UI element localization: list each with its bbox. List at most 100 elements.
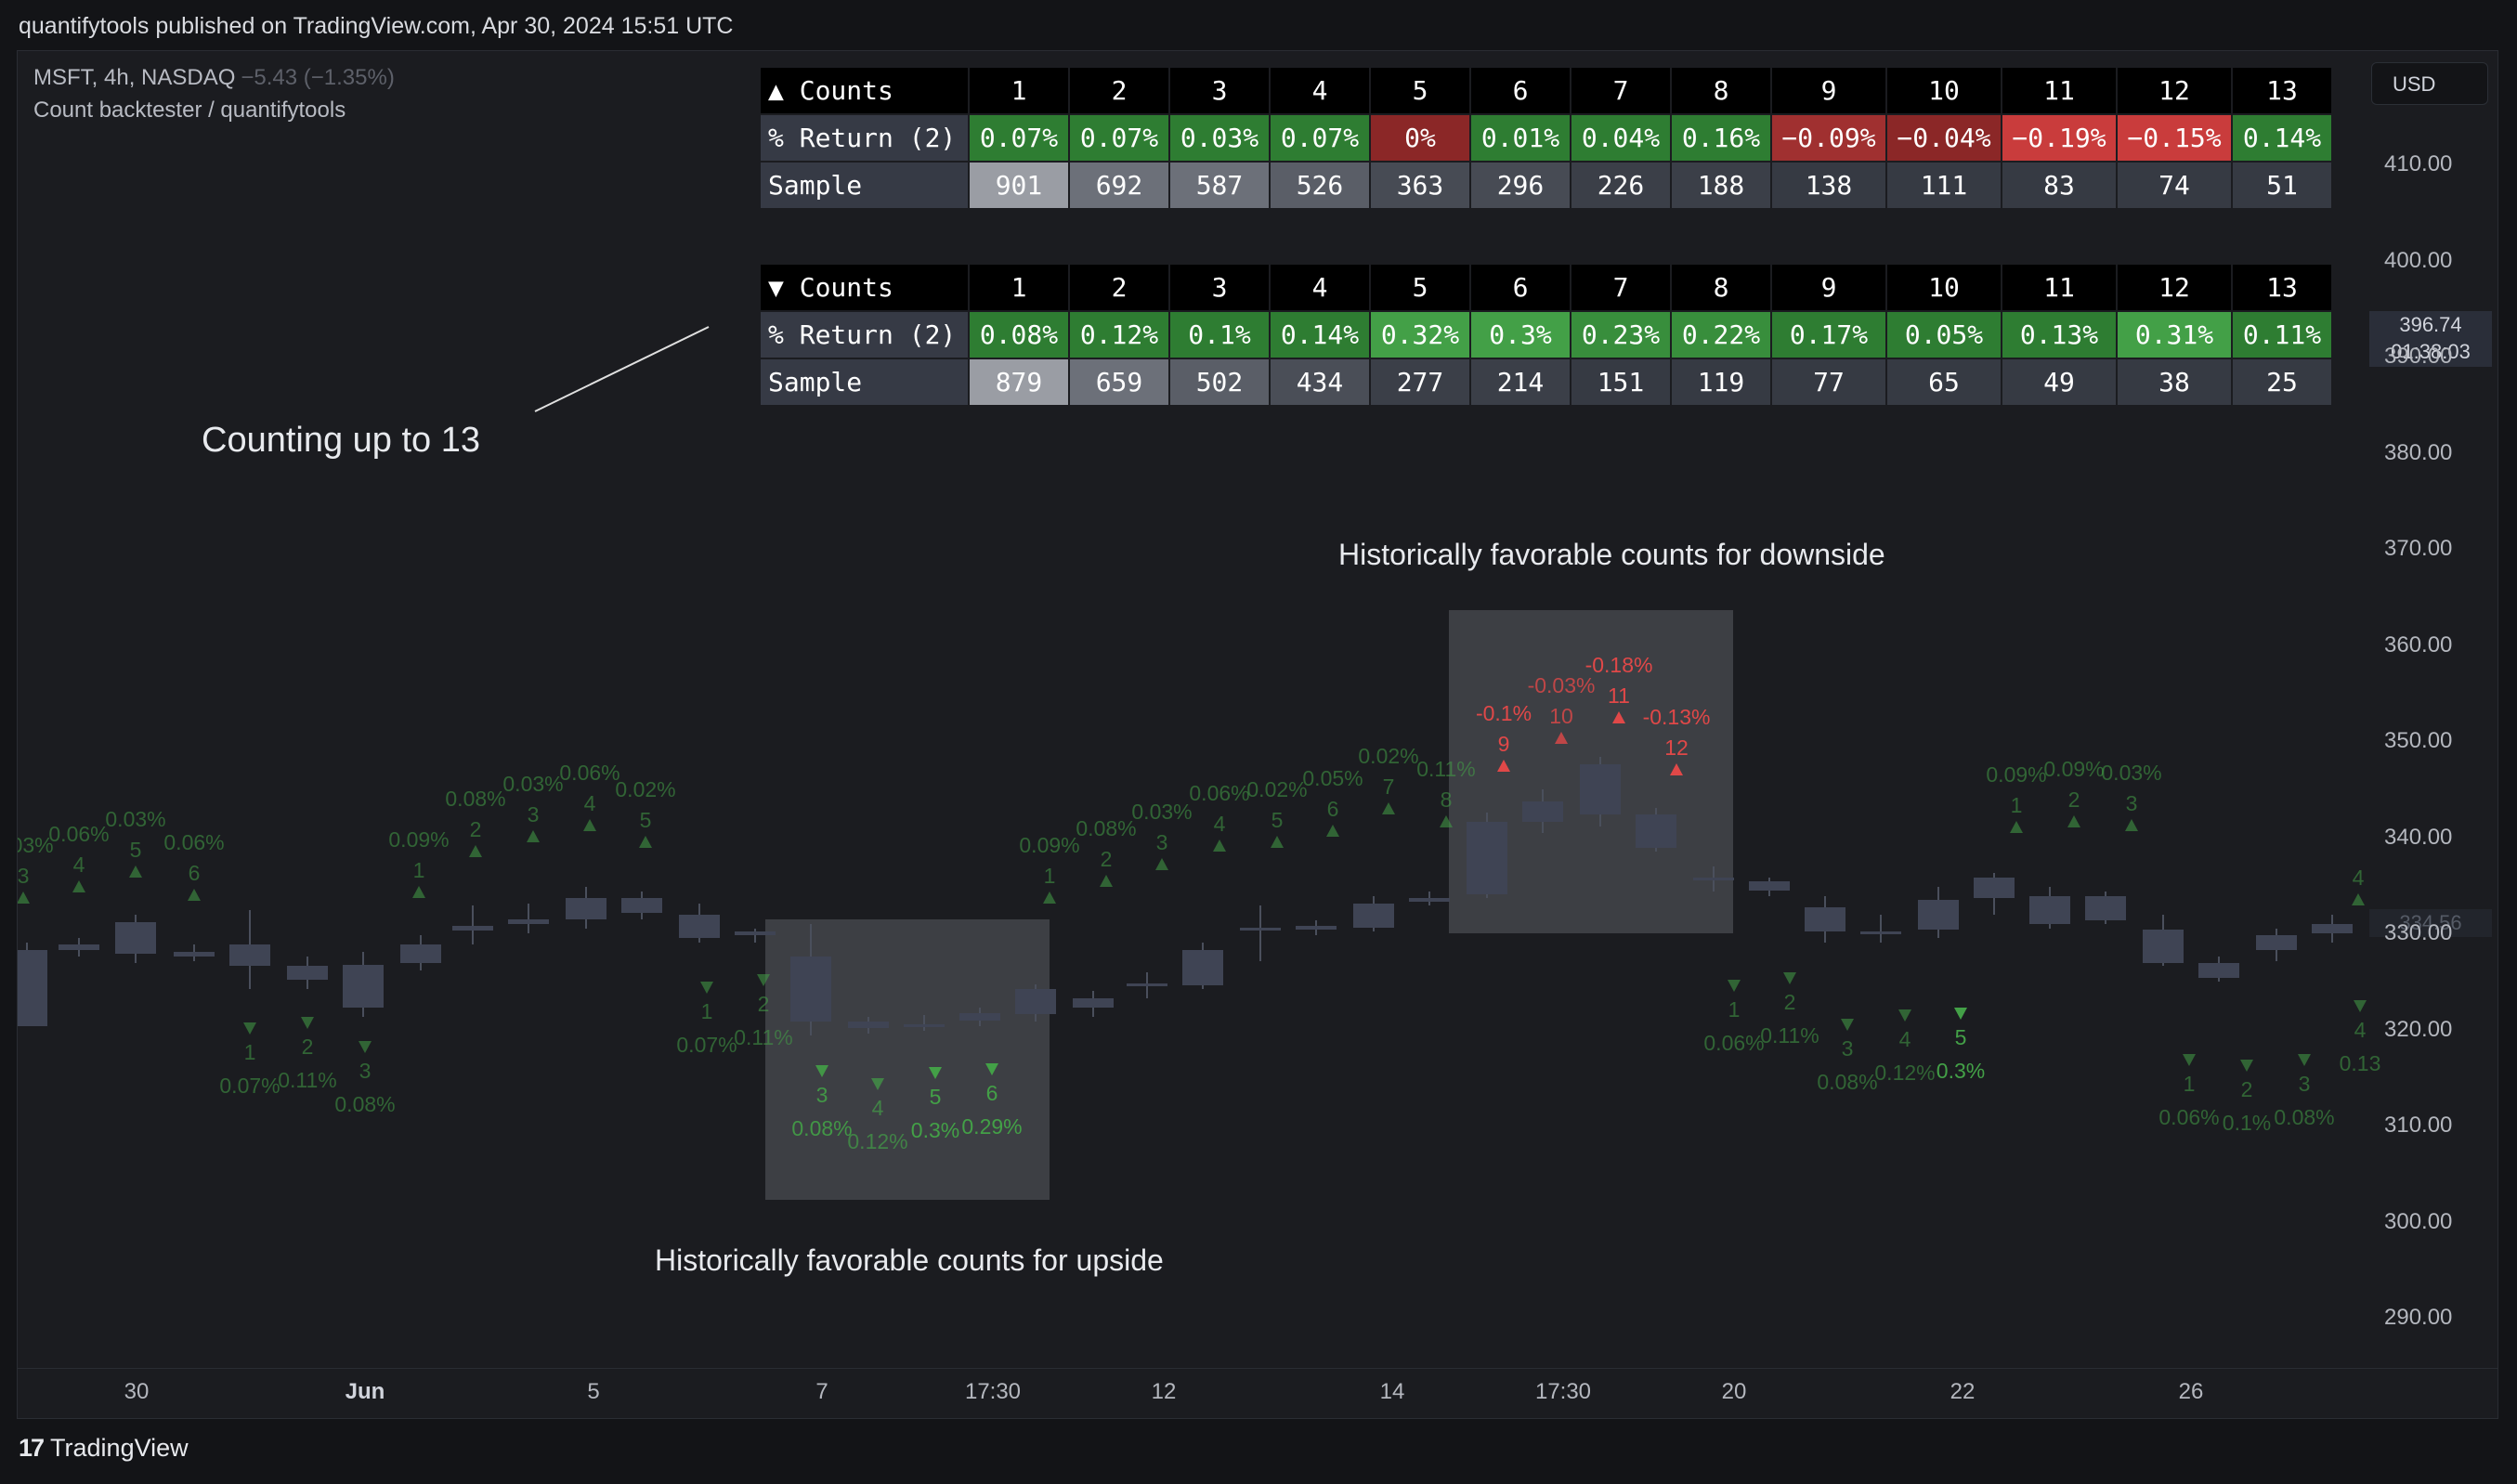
time-axis-label: 7 <box>815 1379 828 1404</box>
down-count-number: 5 <box>1955 1025 1967 1049</box>
up-count-return: 0.03% <box>1131 800 1192 824</box>
time-axis-label: 12 <box>1151 1379 1177 1404</box>
dn-sample-cell: 65 <box>1887 359 2001 405</box>
dn-sample-cell: 434 <box>1271 359 1369 405</box>
down-table-header: ▼ Counts <box>761 265 968 310</box>
price-axis-label: 360.00 <box>2384 631 2453 657</box>
candle-body <box>1749 881 1790 891</box>
up-count-marker <box>583 819 596 831</box>
up-count-number: 1 <box>413 858 425 882</box>
up-sample-cell: 83 <box>2002 163 2116 208</box>
dn-sample-cell: 49 <box>2002 359 2116 405</box>
indicator-legend[interactable]: Count backtester / quantifytools <box>33 98 346 123</box>
up-count-return: 0.06% <box>48 822 109 846</box>
candle-body <box>59 944 99 950</box>
up-sample-cell: 188 <box>1672 163 1770 208</box>
up-count-return: 0.09% <box>1986 762 2046 787</box>
up-count-return: 0.08% <box>1076 816 1136 840</box>
dn-count-5: 5 <box>1371 265 1469 310</box>
down-count-return: 0.11% <box>278 1068 337 1092</box>
up-count-return: -0.13% <box>1643 705 1711 729</box>
candle-body <box>1693 878 1734 880</box>
up-sample-cell: 111 <box>1887 163 2001 208</box>
up-count-number: 3 <box>528 802 540 827</box>
up-count-return: -0.03% <box>1528 673 1596 697</box>
dn-sample-cell: 119 <box>1672 359 1770 405</box>
down-count-marker <box>1728 980 1741 992</box>
candle-body <box>1918 900 1959 930</box>
dn-count-8: 8 <box>1672 265 1770 310</box>
up-count-number: 1 <box>1044 864 1056 888</box>
time-axis-label: 26 <box>2178 1379 2204 1404</box>
price-axis-label: 290.00 <box>2384 1305 2453 1330</box>
candle-body <box>1860 931 1901 934</box>
down-count-return: 0.06% <box>1703 1031 1764 1055</box>
candle-body <box>2085 896 2126 920</box>
down-count-number: 1 <box>1728 997 1741 1022</box>
down-count-number: 2 <box>1784 990 1796 1014</box>
down-count-return: 0.12% <box>1874 1061 1935 1085</box>
time-axis-label: 30 <box>124 1379 150 1404</box>
up-count-marker <box>1670 763 1683 775</box>
down-count-return: 0.1% <box>2223 1111 2271 1135</box>
candle-body <box>2143 930 2184 963</box>
down-count-return: 0.08% <box>334 1092 395 1116</box>
up-count-return: -0.1% <box>1476 701 1532 725</box>
down-count-marker <box>815 1065 828 1077</box>
up-count-return: 0.03% <box>18 833 54 857</box>
up-count-marker <box>1100 875 1113 887</box>
down-count-marker <box>359 1041 372 1053</box>
candle-body <box>566 898 606 919</box>
dn-count-10: 10 <box>1887 265 2001 310</box>
candle-body <box>2312 924 2353 933</box>
candle-body <box>621 898 662 913</box>
up-count-return: 0.11% <box>1416 757 1476 781</box>
time-axis-divider <box>18 1368 2497 1369</box>
downside-annotation: Historically favorable counts for downsi… <box>1338 538 1885 571</box>
down-count-number: 3 <box>816 1083 828 1107</box>
up-count-marker <box>1612 711 1625 723</box>
time-axis-label: 5 <box>587 1379 600 1404</box>
dn-return-cell: 0.32% <box>1371 312 1469 358</box>
currency-button[interactable]: USD <box>2371 62 2488 105</box>
dn-count-3: 3 <box>1170 265 1269 310</box>
price-axis-label: 400.00 <box>2384 247 2453 273</box>
time-axis-label: 14 <box>1379 1379 1405 1404</box>
up-count-return: 0.06% <box>163 830 224 854</box>
chart-frame[interactable]: 30.03%40.06%50.03%60.06%10.09%20.08%30.0… <box>17 50 2498 1419</box>
down-count-return: 0.3% <box>911 1118 959 1142</box>
down-count-number: 2 <box>758 992 770 1016</box>
symbol-legend[interactable]: MSFT, 4h, NASDAQ −5.43 (−1.35%) <box>33 65 395 91</box>
candle-body <box>287 966 328 980</box>
price-chart[interactable]: 30.03%40.06%50.03%60.06%10.09%20.08%30.0… <box>18 51 2498 1419</box>
up-sample-cell: 296 <box>1471 163 1570 208</box>
candle-body <box>1182 950 1223 985</box>
price-axis-label: 370.00 <box>2384 536 2453 561</box>
up-return-cell: −0.15% <box>2118 115 2231 161</box>
price-axis-label: 350.00 <box>2384 728 2453 753</box>
down-count-return: 0.29% <box>961 1114 1022 1139</box>
candle-body <box>1467 822 1507 894</box>
tradingview-footer[interactable]: 17 TradingView <box>19 1434 189 1463</box>
down-count-marker <box>2183 1054 2196 1066</box>
candle-body <box>1974 878 2015 898</box>
down-count-return: 0.08% <box>791 1116 852 1140</box>
down-count-return: 0.3% <box>1937 1059 1985 1083</box>
dn-return-cell: 0.08% <box>970 312 1068 358</box>
up-count-marker <box>1213 840 1226 852</box>
up-count-marker <box>72 880 85 892</box>
up-count-12: 12 <box>2118 68 2231 113</box>
down-count-number: 2 <box>302 1035 314 1059</box>
dn-sample-cell: 502 <box>1170 359 1269 405</box>
down-sample-label: Sample <box>761 359 968 405</box>
candle-body <box>1073 998 1114 1008</box>
up-count-marker <box>1440 815 1453 827</box>
up-count-return: -0.18% <box>1585 653 1653 677</box>
up-count-marker <box>1326 825 1339 837</box>
candle-body <box>1296 926 1337 930</box>
price-axis-label: 340.00 <box>2384 824 2453 850</box>
up-count-number: 2 <box>2068 788 2080 812</box>
up-return-cell: 0% <box>1371 115 1469 161</box>
up-count-number: 10 <box>1549 704 1573 728</box>
candle-body <box>679 915 720 938</box>
